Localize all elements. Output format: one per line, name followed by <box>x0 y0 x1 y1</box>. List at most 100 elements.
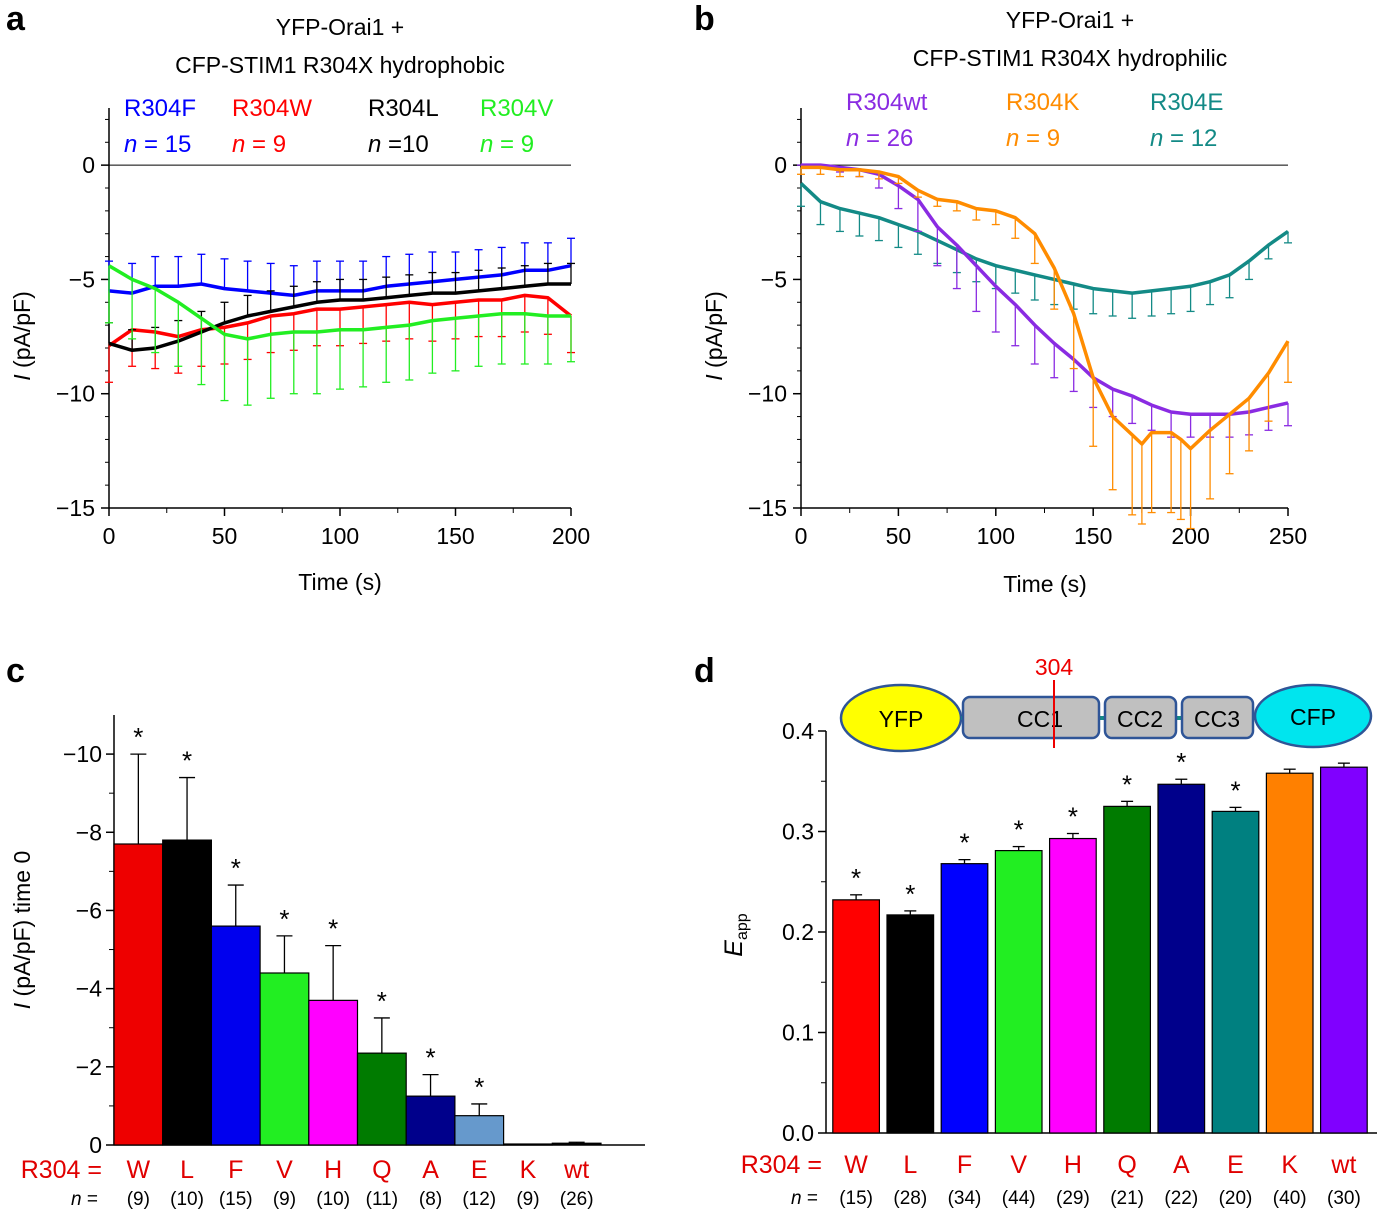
panel-c-bar-a <box>405 1095 456 1146</box>
schematic-cc2-label: CC2 <box>1117 706 1163 732</box>
panel-c-ytick-label: −8 <box>76 819 102 845</box>
panel-a-title-line1: YFP-Orai1 + <box>276 14 404 40</box>
panel-c-bar-f <box>210 925 261 1146</box>
panel-c-sig-star-q: * <box>377 986 387 1016</box>
panel-a-xtick-label-150: 150 <box>436 523 474 549</box>
panel-c-n-value-e: (12) <box>462 1189 496 1210</box>
panel-b-legend-name-r304wt: R304wt <box>846 89 928 116</box>
panel-b-xtick-label-250: 250 <box>1269 523 1307 549</box>
construct-schematic: YFP CC1 CC2 CC3 CFP 304 <box>839 654 1373 753</box>
panel-d-ytick-label: 0.1 <box>782 1020 814 1046</box>
panel-d-cat-label-w: W <box>844 1151 868 1179</box>
panel-c-cat-label-wt: wt <box>563 1156 589 1184</box>
panel-d-ytick-label: 0.0 <box>782 1120 814 1146</box>
panel-c-cat-label-f: F <box>228 1156 243 1184</box>
panel-c-n-value-h: (10) <box>316 1189 350 1210</box>
panel-d-bar-a <box>1157 783 1206 1134</box>
panel-d-sig-star-w: * <box>851 863 861 893</box>
panel-c-sig-star-v: * <box>279 904 289 934</box>
panel-a-ytick-label: −5 <box>69 266 95 292</box>
panel-d-sig-star-h: * <box>1068 802 1078 832</box>
panel-d-n-row-label: n = <box>791 1188 818 1209</box>
panel-d-ytick-label: 0.2 <box>782 919 814 945</box>
panel-c-bar-e <box>454 1115 505 1146</box>
panel-b-ytick-label: −15 <box>748 495 787 521</box>
panel-b-xlabel: Time (s) <box>1003 571 1086 597</box>
panel-a-series-line-r304v <box>108 264 571 341</box>
panel-d-cat-label-l: L <box>903 1151 917 1179</box>
panel-d-ytick-label: 0.3 <box>782 819 814 845</box>
panel-d-cat-label-q: Q <box>1117 1151 1136 1179</box>
panel-d-n-value-h: (29) <box>1056 1188 1090 1209</box>
panel-d-bar-v <box>994 849 1043 1134</box>
panel-a-series-line-r304w <box>108 293 573 348</box>
panel-d-sig-star-v: * <box>1014 815 1024 845</box>
panel-a-legend-n-r304w: n = 9 <box>232 131 286 158</box>
panel-b-errorbars-r304k <box>797 167 1292 530</box>
panel-b-xtick-label-100: 100 <box>977 523 1015 549</box>
panel-d-cat-label-e: E <box>1227 1151 1244 1179</box>
schematic-cfp <box>1253 683 1373 749</box>
panel-d-bar-w <box>832 899 881 1134</box>
panel-a-legend-n-r304l: n =10 <box>368 131 429 158</box>
panel-a-legend-name-r304w: R304W <box>232 95 312 122</box>
panel-c-cat-label-k: K <box>520 1156 537 1184</box>
panel-d-cat-label-k: K <box>1281 1151 1298 1179</box>
panel-d-cat-label-f: F <box>957 1151 972 1179</box>
schematic-cfp-label: CFP <box>1290 704 1336 730</box>
panel-a-ytick-label: −10 <box>56 381 95 407</box>
panel-c-ytick-label: −6 <box>76 897 102 923</box>
panel-b-title-line2: CFP-STIM1 R304X hydrophilic <box>913 45 1227 71</box>
panel-c-sig-star-h: * <box>328 914 338 944</box>
panel-c-sig-star-a: * <box>425 1043 435 1073</box>
panel-c-row-label: R304 = <box>21 1156 102 1184</box>
panel-d-bar-e <box>1211 810 1260 1134</box>
panel-c-n-value-wt: (26) <box>560 1189 594 1210</box>
panel-d-cat-label-a: A <box>1173 1151 1190 1179</box>
panel-c-cat-label-a: A <box>422 1156 439 1184</box>
panel-c-sig-star-w: * <box>133 722 143 752</box>
panel-a-xtick-label-50: 50 <box>212 523 238 549</box>
panel-b-legend-n-r304wt: n = 26 <box>846 125 913 152</box>
panel-b-xtick-label-150: 150 <box>1074 523 1112 549</box>
panel-label-d: d <box>694 652 715 690</box>
schematic-cc1 <box>961 695 1101 740</box>
panel-d-n-value-l: (28) <box>893 1188 927 1209</box>
panel-b-series-line-r304e <box>799 182 1290 295</box>
panel-c-bar-l <box>162 839 212 1146</box>
panel-c-n-value-w: (9) <box>127 1189 150 1210</box>
panel-b-series-line-r304k <box>801 165 1290 451</box>
panel-a-errorbars-r304v <box>105 265 575 406</box>
panel-a-xtick-label-100: 100 <box>321 523 359 549</box>
panel-b-legend-n-r304k: n = 9 <box>1006 125 1060 152</box>
panel-c-n-value-v: (9) <box>273 1189 296 1210</box>
panel-b-legend-name-r304e: R304E <box>1150 89 1223 116</box>
panel-d-n-value-w: (15) <box>839 1188 873 1209</box>
panel-b-xtick-label-50: 50 <box>886 523 912 549</box>
panel-d-sig-star-l: * <box>905 879 915 909</box>
panel-c-sig-star-l: * <box>182 746 192 776</box>
panel-d-bar-q <box>1103 805 1152 1134</box>
panel-b-ytick-label: −10 <box>748 381 787 407</box>
panel-label-c: c <box>6 652 25 690</box>
panel-d-row-label: R304 = <box>741 1151 822 1179</box>
panel-a-legend-name-r304f: R304F <box>124 95 196 122</box>
panel-c-n-value-q: (11) <box>366 1189 398 1210</box>
panel-d-cat-label-wt: wt <box>1330 1151 1356 1179</box>
panel-d-cat-label-v: V <box>1010 1151 1027 1179</box>
panel-d-bar-wt <box>1319 766 1368 1134</box>
panel-d-n-value-wt: (30) <box>1327 1188 1361 1209</box>
panel-b-legend-n-r304e: n = 12 <box>1150 125 1217 152</box>
panel-b-ytick-label: −5 <box>761 266 787 292</box>
panel-d-bar-l <box>886 914 935 1134</box>
panel-c-ylabel: I (pA/pF) time 0 <box>9 851 35 1010</box>
panel-c-n-value-a: (8) <box>419 1189 442 1210</box>
panel-d-n-value-k: (40) <box>1273 1188 1307 1209</box>
panel-b-errorbars-r304wt <box>797 164 1292 438</box>
panel-c-cat-label-e: E <box>471 1156 488 1184</box>
panel-d-cat-label-h: H <box>1064 1151 1082 1179</box>
panel-a-xtick-label-0: 0 <box>103 523 116 549</box>
panel-a-ytick-label: −15 <box>56 495 95 521</box>
panel-label-a: a <box>6 0 26 38</box>
panel-c-n-value-l: (10) <box>170 1189 204 1210</box>
